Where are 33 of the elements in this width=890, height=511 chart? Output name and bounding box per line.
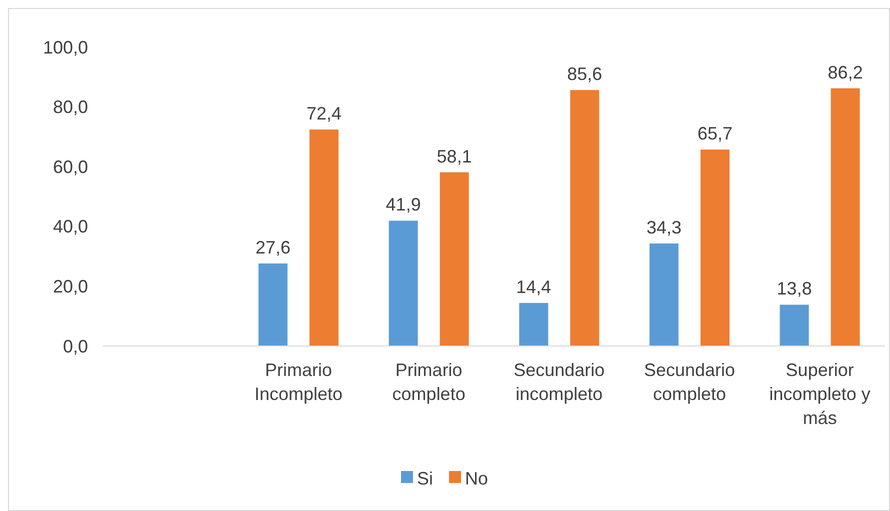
bar [519,302,548,346]
bar [780,304,809,346]
data-label: 13,8 [776,278,812,299]
x-tick-label: Secundario completo [644,360,736,404]
x-tick-label: Superior incompleto y más [769,360,870,428]
data-label: 72,4 [306,104,342,124]
x-tick-label: Secundario incompleto [514,360,605,404]
data-label: 86,2 [828,62,863,82]
data-label: 14,4 [516,276,552,297]
data-label: 27,6 [255,237,291,258]
y-tick-label: 0,0 [62,336,88,356]
bar [388,220,418,346]
data-label: 65,7 [697,124,733,144]
bar [310,130,338,346]
legend-label: No [465,468,488,488]
legend-label: Si [417,468,434,488]
y-tick-label: 40,0 [52,216,88,237]
bar [258,263,288,346]
y-tick-label: 20,0 [52,276,88,296]
data-label: 41,9 [386,194,421,215]
bar [700,150,730,346]
x-tick-label: Primario Incompleto [254,360,343,404]
data-label: 58,1 [436,146,472,166]
data-label: 85,6 [567,64,602,84]
bar [650,243,678,346]
bar [440,172,469,346]
x-tick-label: Primario completo [392,360,466,404]
bar [830,88,860,346]
y-tick-label: 60,0 [52,156,88,177]
y-tick-label: 80,0 [52,97,88,118]
y-tick-label: 100,0 [42,37,88,58]
bar [570,90,600,346]
data-label: 34,3 [646,217,682,238]
